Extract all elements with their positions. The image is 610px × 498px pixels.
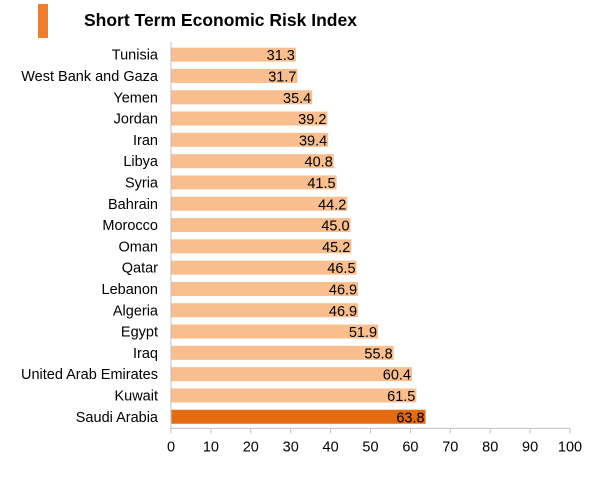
x-tick-label: 80	[482, 439, 498, 455]
x-tick-label: 60	[402, 439, 418, 455]
category-label: United Arab Emirates	[21, 367, 158, 383]
data-label: 46.9	[329, 304, 357, 320]
title-accent-bar	[38, 4, 48, 38]
bar	[171, 239, 352, 254]
bar	[171, 260, 357, 275]
category-label: Libya	[123, 154, 159, 170]
data-label: 63.8	[396, 410, 424, 426]
data-label: 61.5	[387, 389, 415, 405]
bar	[171, 388, 417, 403]
bar	[171, 90, 313, 105]
x-tick-label: 20	[243, 439, 259, 455]
data-label: 39.4	[299, 133, 327, 149]
category-label: Tunisia	[112, 48, 159, 64]
category-label: Kuwait	[114, 388, 158, 404]
bar	[171, 367, 412, 382]
category-label: Syria	[125, 175, 159, 191]
bar	[171, 345, 394, 360]
category-label: Lebanon	[102, 282, 158, 298]
bar	[171, 218, 351, 233]
data-label: 46.5	[327, 261, 355, 277]
data-label: 55.8	[364, 346, 392, 362]
data-label: 41.5	[307, 176, 335, 192]
x-tick-label: 100	[558, 439, 582, 455]
category-label: Algeria	[113, 303, 159, 319]
x-tick-label: 30	[283, 439, 299, 455]
x-tick-label: 70	[442, 439, 458, 455]
bar	[171, 409, 426, 424]
data-label: 60.4	[383, 368, 411, 384]
data-label: 35.4	[283, 91, 311, 107]
category-label: Morocco	[102, 218, 158, 234]
data-label: 45.0	[321, 219, 349, 235]
data-label: 51.9	[349, 325, 377, 341]
x-tick-label: 50	[362, 439, 378, 455]
bar	[171, 111, 328, 126]
data-label: 46.9	[329, 282, 357, 298]
category-label: Yemen	[113, 90, 158, 106]
bar	[171, 196, 348, 211]
category-label: Oman	[119, 239, 159, 255]
bar	[171, 47, 296, 62]
category-label: Bahrain	[108, 197, 158, 213]
category-label: Qatar	[122, 261, 158, 277]
category-label: Saudi Arabia	[76, 410, 159, 426]
data-label: 39.2	[298, 112, 326, 128]
x-tick-label: 10	[203, 439, 219, 455]
x-tick-label: 0	[167, 439, 175, 455]
data-label: 31.3	[267, 48, 295, 64]
bar	[171, 281, 359, 296]
chart-title: Short Term Economic Risk Index	[84, 10, 357, 30]
bar	[171, 132, 329, 147]
bar	[171, 154, 334, 169]
x-tick-label: 90	[522, 439, 538, 455]
bar	[171, 303, 359, 318]
bar	[171, 68, 298, 83]
category-label: West Bank and Gaza	[21, 69, 159, 85]
x-tick-label: 40	[323, 439, 339, 455]
category-label: Iraq	[133, 346, 158, 362]
data-label: 31.7	[268, 69, 296, 85]
data-label: 45.2	[322, 240, 350, 256]
bar	[171, 175, 337, 190]
category-label: Egypt	[121, 325, 158, 341]
bar	[171, 324, 379, 339]
data-label: 40.8	[305, 155, 333, 171]
category-label: Jordan	[114, 112, 158, 128]
data-label: 44.2	[318, 197, 346, 213]
category-label: Iran	[133, 133, 158, 149]
